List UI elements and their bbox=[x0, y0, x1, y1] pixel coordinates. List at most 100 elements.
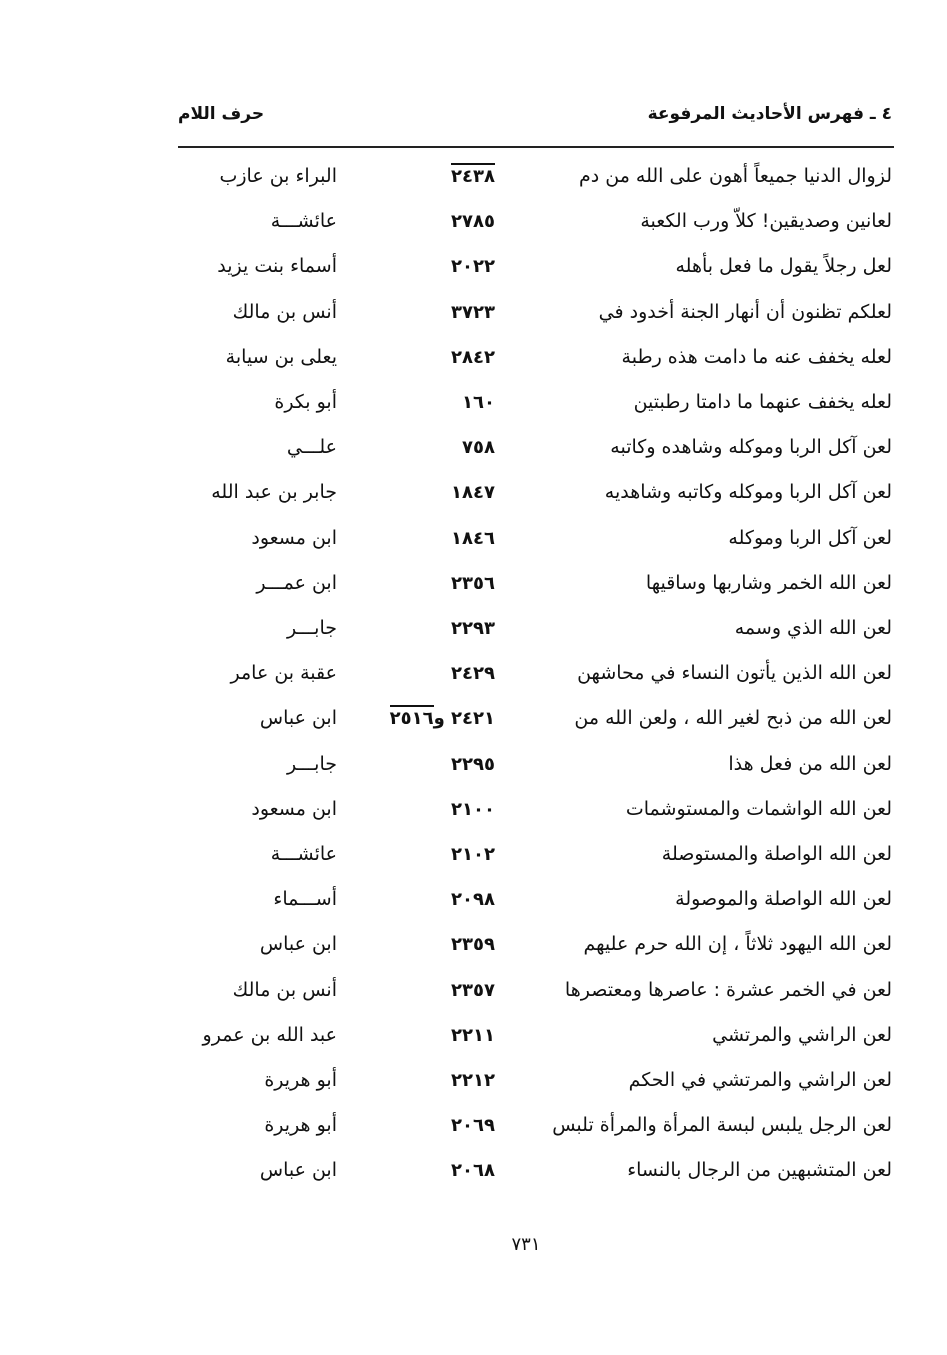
hadith-number: ٢٠٩٨ bbox=[451, 889, 495, 910]
hadith-number: ٢٢١١ bbox=[451, 1025, 495, 1046]
hadith-number: ٢٤٢٩ bbox=[451, 663, 495, 684]
index-entry: لزوال الدنيا جميعاً أهون على الله من دم ٢… bbox=[0, 163, 947, 205]
index-entry: لعلكم تظنون أن أنهار الجنة أخدود في ٣٧٢٣ أ… bbox=[0, 301, 947, 341]
hadith-number-value: ٢٨٤٢ bbox=[451, 346, 495, 368]
narrator: يعلى بن سيابة bbox=[225, 345, 337, 368]
hadith-text: لعن آكل الربا وموكله وشاهده وكاتبه bbox=[610, 436, 892, 459]
narrator: البراء بن عازب bbox=[219, 165, 337, 187]
hadith-number-value: ٢٤٢٩ bbox=[451, 663, 495, 685]
index-entry: لعن الله الخمر وشاربها وساقيها ٢٣٥٦ ابن عم… bbox=[0, 572, 947, 612]
hadith-number: ٢٣٥٩ bbox=[451, 934, 495, 955]
hadith-number-value: ٢١٠٠ bbox=[451, 798, 495, 820]
hadith-number: ٢٧٨٥ bbox=[451, 211, 495, 232]
hadith-number: ٢١٠٠ bbox=[451, 799, 495, 820]
hadith-number-value: ٢٠٦٩ bbox=[451, 1115, 495, 1137]
index-entry: لعن الله من فعل هذا ٢٢٩٥ جابـــر bbox=[0, 753, 947, 793]
hadith-number: ٢٤٢١ و٢٥١٦ bbox=[389, 705, 495, 730]
hadith-number-value: ٢٢١٢ bbox=[451, 1070, 495, 1091]
hadith-text: لعن الله من فعل هذا bbox=[728, 752, 892, 775]
narrator: جابر بن عبد الله bbox=[211, 481, 337, 504]
narrator: عبد الله بن عمرو bbox=[202, 1023, 337, 1046]
index-entry: لعن الله الواشمات والمستوشمات ٢١٠٠ ابن مسع… bbox=[0, 798, 947, 838]
narrator: ابن عباس bbox=[259, 1159, 337, 1182]
hadith-text: لعله يخفف عنهما ما دامتا رطبتين bbox=[633, 391, 892, 413]
hadith-number-value: ٢٣٥٩ bbox=[451, 934, 495, 956]
hadith-number: ٢٣٥٦ bbox=[451, 573, 495, 594]
hadith-text: لعن الرجل يلبس لبسة المرأة والمرأة تلبس bbox=[552, 1114, 892, 1137]
index-entry: لعن آكل الربا وموكله وكاتبه وشاهديه ١٨٤٧ ج… bbox=[0, 481, 947, 521]
hadith-number-value: ٢٢٩٣ bbox=[451, 618, 495, 639]
hadith-number-extra: ٢٥١٦ bbox=[389, 705, 434, 730]
index-entry: لعن في الخمر عشرة : عاصرها ومعتصرها ٢٣٥٧ أ… bbox=[0, 979, 947, 1019]
hadith-number-value: ٢٢٩٥ bbox=[451, 753, 495, 775]
hadith-number: ٧٥٨ bbox=[462, 437, 495, 458]
hadith-number: ٢٠٦٨ bbox=[451, 1160, 495, 1181]
hadith-text: لعن الله الذي وسمه bbox=[734, 617, 892, 639]
index-entry: لعن الراشي والمرتشي ٢٢١١ عبد الله بن عمرو bbox=[0, 1024, 947, 1064]
hadith-number-value: ٢٤٢١ و bbox=[433, 708, 495, 730]
hadith-number: ٢١٠٢ bbox=[451, 844, 495, 865]
hadith-number: ٢٣٥٧ bbox=[451, 980, 495, 1001]
index-entry: لعن الله الذين يأتون النساء في محاشهن ٢٤٢… bbox=[0, 662, 947, 702]
letter-title: حرف اللام bbox=[178, 104, 265, 124]
narrator: أبو هريرة bbox=[264, 1069, 337, 1091]
narrator: جابـــر bbox=[286, 617, 337, 639]
hadith-number: ١٦٠ bbox=[462, 392, 495, 413]
hadith-text: لعن الله الواصلة والمستوصلة bbox=[661, 843, 892, 865]
narrator: عائشـــة bbox=[270, 210, 337, 233]
narrator: أبو بكرة bbox=[274, 391, 337, 413]
hadith-text: لعل رجلاً يقول ما فعل بأهله bbox=[675, 255, 893, 278]
hadith-number-value: ٢٣٥٧ bbox=[451, 979, 495, 1001]
narrator: أبو هريرة bbox=[264, 1114, 337, 1137]
hadith-text: لعن الله الواشمات والمستوشمات bbox=[625, 797, 892, 820]
hadith-number: ٢٢٩٣ bbox=[451, 618, 495, 639]
hadith-text: لعن الراشي والمرتشي في الحكم bbox=[628, 1069, 892, 1091]
index-entry: لعن الراشي والمرتشي في الحكم ٢٢١٢ أبو هرير… bbox=[0, 1069, 947, 1109]
hadith-number: ٢٢١٢ bbox=[451, 1070, 495, 1091]
narrator: أنس بن مالك bbox=[232, 300, 337, 323]
hadith-number: ١٨٤٧ bbox=[451, 482, 495, 503]
narrator: ابن مسعود bbox=[251, 797, 337, 820]
hadith-number: ٣٧٢٣ bbox=[451, 302, 495, 323]
hadith-number-value: ٢٠٦٨ bbox=[451, 1160, 495, 1182]
hadith-number: ٢٠٢٢ bbox=[451, 256, 495, 277]
narrator: ابن عمـــر bbox=[256, 571, 337, 594]
index-entry: لعله يخفف عنه ما دامت هذه رطبة ٢٨٤٢ يعلى ب… bbox=[0, 346, 947, 386]
narrator: علـــي bbox=[286, 436, 337, 459]
hadith-number-value: ١٦٠ bbox=[462, 392, 495, 413]
hadith-number: ٢٠٦٩ bbox=[451, 1115, 495, 1136]
index-entry: لعن الله اليهود ثلاثاً ، إن الله حرم علي… bbox=[0, 933, 947, 973]
hadith-number: ٢٢٩٥ bbox=[451, 754, 495, 775]
hadith-text: لعن الله الخمر وشاربها وساقيها bbox=[645, 571, 892, 594]
hadith-text: لعن الله اليهود ثلاثاً ، إن الله حرم علي… bbox=[583, 933, 892, 956]
hadith-number: ١٨٤٦ bbox=[451, 528, 495, 549]
index-entry: لعانين وصديقين! كلاّ ورب الكعبة ٢٧٨٥ عائشـ… bbox=[0, 210, 947, 250]
index-entry: لعن آكل الربا وموكله وشاهده وكاتبه ٧٥٨ علـ… bbox=[0, 436, 947, 476]
narrator: ابن مسعود bbox=[251, 526, 337, 549]
hadith-text: لعن الله الواصلة والموصولة bbox=[675, 888, 892, 911]
index-entry: لعن المتشبهين من الرجال بالنساء ٢٠٦٨ ابن ع… bbox=[0, 1159, 947, 1199]
hadith-text: لعن المتشبهين من الرجال بالنساء bbox=[627, 1159, 892, 1182]
hadith-text: لعن آكل الربا وموكله وكاتبه وشاهديه bbox=[604, 481, 892, 504]
hadith-number: ٢٨٤٢ bbox=[451, 347, 495, 368]
hadith-text: لعن آكل الربا وموكله bbox=[728, 526, 892, 549]
narrator: عائشـــة bbox=[270, 843, 337, 865]
index-entry: لعن الله الواصلة والموصولة ٢٠٩٨ أســـماء bbox=[0, 888, 947, 928]
hadith-number-value: ٣٧٢٣ bbox=[451, 301, 495, 323]
narrator: ابن عباس bbox=[259, 933, 337, 956]
header-divider bbox=[178, 146, 894, 148]
index-entry: لعل رجلاً يقول ما فعل بأهله ٢٠٢٢ أسماء بنت… bbox=[0, 255, 947, 295]
hadith-number-value: ٧٥٨ bbox=[462, 437, 495, 459]
narrator: ابن عباس bbox=[259, 707, 337, 730]
hadith-number-value: ٢٢١١ bbox=[451, 1024, 495, 1046]
hadith-number-value: ٢٧٨٥ bbox=[451, 211, 495, 233]
hadith-text: لعن الله الذين يأتون النساء في محاشهن bbox=[577, 662, 892, 685]
index-entry: لعن الله من ذبح لغير الله ، ولعن الله من… bbox=[0, 705, 947, 747]
hadith-text: لعن الله من ذبح لغير الله ، ولعن الله من bbox=[574, 707, 892, 730]
hadith-number-value: ١٨٤٦ bbox=[451, 527, 495, 549]
index-entry: لعن الله الذي وسمه ٢٢٩٣ جابـــر bbox=[0, 617, 947, 657]
narrator: أسماء بنت يزيد bbox=[217, 255, 337, 278]
index-entry: لعن آكل الربا وموكله ١٨٤٦ ابن مسعود bbox=[0, 527, 947, 567]
hadith-text: لعن في الخمر عشرة : عاصرها ومعتصرها bbox=[564, 978, 892, 1001]
hadith-number-value: ٢٤٣٨ bbox=[451, 163, 495, 187]
